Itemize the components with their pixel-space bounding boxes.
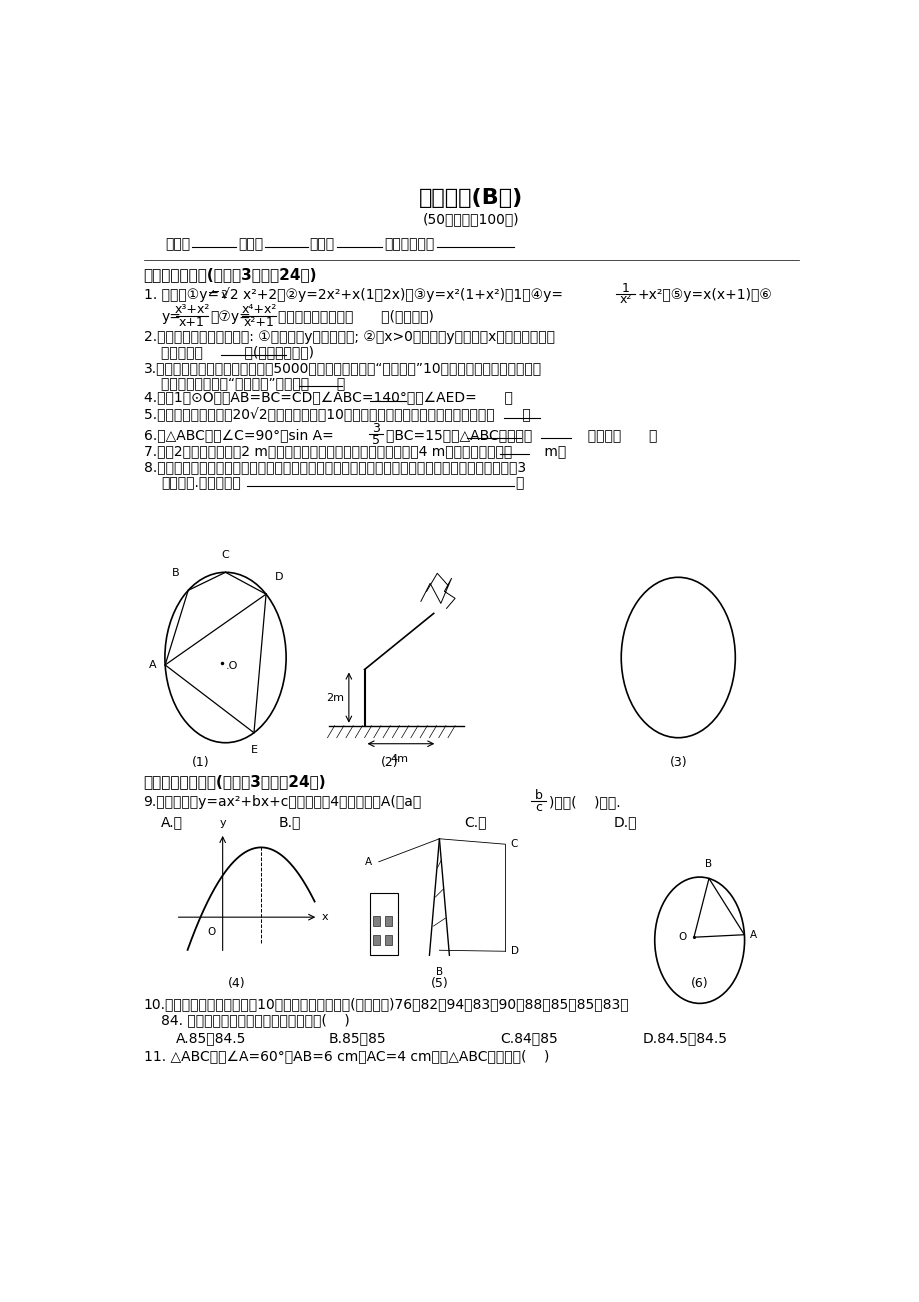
Text: ，BC=15，则△ABC的周长是    ，面积是  ．: ，BC=15，则△ABC的周长是 ，面积是 ． (386, 428, 656, 441)
Text: 班级：: 班级： (165, 237, 190, 251)
Text: x⁴+x²: x⁴+x² (241, 303, 277, 316)
Text: 中画出来.折叠方法：: 中画出来.折叠方法： (161, 477, 241, 490)
Text: 线电话，那她成为“幸运观众”的概率是  ．: 线电话，那她成为“幸运观众”的概率是 ． (161, 376, 346, 389)
Text: 7.如图2，一棵树在离地2 m的地方被风刷断，量根部到树尖的距离为4 m，猜想该树的高为   m．: 7.如图2，一棵树在离地2 m的地方被风刷断，量根部到树尖的距离为4 m，猜想该… (143, 444, 565, 458)
Text: 综合测试(B卷): 综合测试(B卷) (419, 189, 523, 208)
Text: x+1: x+1 (179, 316, 205, 329)
Text: 8.想一想，怎样把一个圆形纸片通过折叠，折出一个面积最大的正方形？动手做一做，请把折痕在图3: 8.想一想，怎样把一个圆形纸片通过折叠，折出一个面积最大的正方形？动手做一做，请… (143, 460, 525, 474)
Text: 4.如图1，⊙O中，AB=BC=CD，∠ABC=140°，则∠AED=  ．: 4.如图1，⊙O中，AB=BC=CD，∠ABC=140°，则∠AED= ． (143, 391, 512, 405)
Text: 得分：: 得分： (310, 237, 335, 251)
Text: 11. △ABC中，∠A=60°，AB=6 cm，AC=4 cm，则△ABC的面积是(    ): 11. △ABC中，∠A=60°，AB=6 cm，AC=4 cm，则△ABC的面… (143, 1049, 549, 1064)
Text: D.四: D.四 (614, 815, 637, 829)
Text: y: y (219, 818, 226, 828)
Text: 5: 5 (371, 435, 380, 448)
Text: 3: 3 (371, 422, 380, 435)
Text: A.85，84.5: A.85，84.5 (176, 1031, 245, 1046)
Text: B: B (172, 569, 179, 578)
Text: C: C (510, 840, 517, 849)
Text: E: E (250, 745, 257, 755)
Text: 10.某次测试中，随机抽取了10份试卷，成绩如下：(单位：分)76，82，94，83，90，88，85，85，83，: 10.某次测试中，随机抽取了10份试卷，成绩如下：(单位：分)76，82，94，… (143, 997, 629, 1012)
Text: 6.在△ABC中，∠C=90°，sin A=: 6.在△ABC中，∠C=90°，sin A= (143, 428, 333, 441)
Text: 5.已知一个圆锥的高是20√2，底面圆半径为10，则这个圆锥的侧面展开图的圆心角等于  ．: 5.已知一个圆锥的高是20√2，底面圆半径为10，则这个圆锥的侧面展开图的圆心角… (143, 408, 529, 422)
Text: )在第(    )象限.: )在第( )象限. (548, 796, 619, 809)
Text: 4m: 4m (390, 754, 408, 764)
Text: (5): (5) (430, 976, 448, 990)
Text: B: B (705, 859, 712, 870)
Text: x: x (322, 913, 328, 922)
Text: D: D (510, 947, 518, 956)
Text: (3): (3) (669, 756, 686, 769)
Text: A.一: A.一 (161, 815, 183, 829)
Text: 3.某电视台综艺节目接到热线电话5000个，现要从中抽取“幸运观众”10名，王芳同学打通了一次热: 3.某电视台综艺节目接到热线电话5000个，现要从中抽取“幸运观众”10名，王芳… (143, 361, 541, 375)
Text: A: A (749, 930, 756, 940)
Text: C: C (221, 551, 229, 560)
Text: B.85，85: B.85，85 (329, 1031, 386, 1046)
Text: 2: 2 (221, 289, 227, 299)
Text: O: O (207, 927, 215, 937)
Bar (373, 935, 380, 945)
Text: y=: y= (161, 310, 181, 324)
Text: 9.若二次函数y=ax²+bx+c的图象如图4所示，则点A(－a，: 9.若二次函数y=ax²+bx+c的图象如图4所示，则点A(－a， (143, 796, 421, 809)
Text: 发展性评语：: 发展性评语： (384, 237, 435, 251)
Text: 姓名：: 姓名： (238, 237, 263, 251)
Text: C.84，85: C.84，85 (500, 1031, 557, 1046)
Text: b: b (534, 789, 542, 802)
Bar (369, 893, 398, 956)
Text: 1. 在函数①y=: 1. 在函数①y= (143, 288, 219, 302)
Text: (6): (6) (690, 976, 708, 990)
Text: A: A (149, 660, 156, 671)
Text: c: c (535, 802, 541, 814)
Text: B.二: B.二 (278, 815, 301, 829)
Text: 请举一例：   ．(用表达式表示): 请举一例： ．(用表达式表示) (161, 345, 314, 359)
Text: A: A (364, 857, 371, 867)
Text: D: D (275, 572, 283, 582)
Text: (1): (1) (191, 756, 210, 769)
Text: C.三: C.三 (464, 815, 486, 829)
Text: 84. 则这组数据的平均数和中位数分别为(    ): 84. 则这组数据的平均数和中位数分别为( ) (161, 1013, 350, 1027)
Text: 二、相信你的选择(每小题3分，共24分): 二、相信你的选择(每小题3分，共24分) (143, 775, 326, 789)
Bar (373, 917, 380, 926)
Text: √2 x²+2，②y=2x²+x(1－2x)，③y=x²(1+x²)－1，④y=: √2 x²+2，②y=2x²+x(1－2x)，③y=x²(1+x²)－1，④y= (221, 288, 562, 302)
Text: x²: x² (618, 293, 631, 306)
Text: 2.某函数具有下列两条性质: ①图象关于y轴成轴对称; ②当x>0时，函数y随自变量x的增大而减小，: 2.某函数具有下列两条性质: ①图象关于y轴成轴对称; ②当x>0时，函数y随自… (143, 329, 554, 344)
Text: x³+x²: x³+x² (174, 303, 210, 316)
Text: 一、请准确填空(每小题3分，共24分): 一、请准确填空(每小题3分，共24分) (143, 267, 317, 283)
Bar (384, 917, 391, 926)
Text: x²+1: x²+1 (244, 316, 274, 329)
Bar (384, 935, 391, 945)
Text: 1: 1 (621, 283, 629, 296)
Text: 中，是二次函数的是  ．(只填序号): 中，是二次函数的是 ．(只填序号) (278, 310, 434, 324)
Text: ，⑦y=: ，⑦y= (210, 310, 250, 324)
Text: (50分钟，共100分): (50分钟，共100分) (423, 212, 519, 227)
Text: O: O (678, 932, 686, 943)
Text: D.84.5，84.5: D.84.5，84.5 (641, 1031, 727, 1046)
Text: +x²，⑤y=x(x+1)，⑥: +x²，⑤y=x(x+1)，⑥ (637, 288, 772, 302)
Text: (4): (4) (227, 976, 244, 990)
Text: .O: .O (225, 660, 238, 671)
Text: ．: ． (516, 477, 524, 490)
Text: 2m: 2m (326, 693, 345, 703)
Text: (2): (2) (380, 756, 398, 769)
Text: B: B (436, 967, 442, 978)
